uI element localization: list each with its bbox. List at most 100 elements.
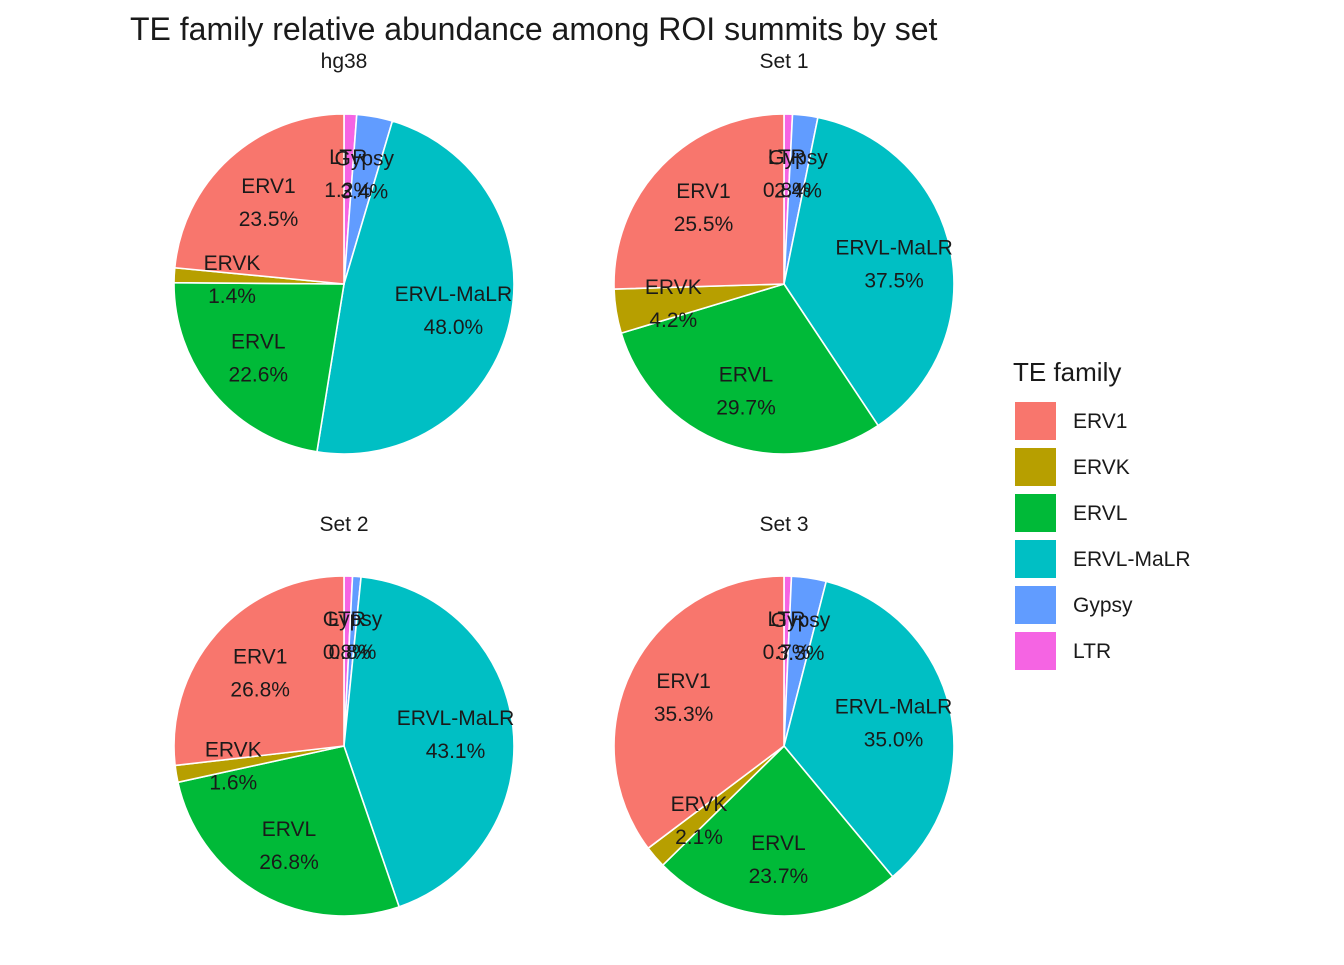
legend-swatch (1015, 540, 1056, 578)
legend-item-gypsy: Gypsy (1015, 586, 1133, 624)
slice-label-name: ERV1 (656, 670, 710, 693)
slice-label-ervl: ERVL 29.7% (716, 364, 776, 420)
chart-title: TE family relative abundance among ROI s… (130, 11, 938, 47)
legend-label: ERV1 (1073, 410, 1127, 433)
slice-label-name: ERVL (751, 832, 805, 855)
pie-slice-ervl (176, 745, 401, 917)
pie-panel-hg38: hg38 LTR 1.2% Gypsy 3.4% ERVL-MaLR 48.0% ERVL 22… (173, 50, 515, 455)
slice-label-name: Gypsy (323, 608, 383, 631)
slice-label-percent: 0.8% (329, 641, 377, 664)
pie-slice-ervl (173, 281, 345, 453)
pie-slice-ervl (661, 744, 894, 917)
slice-label-percent: 2.4% (774, 180, 822, 203)
slice-label-name: ERVL (262, 818, 316, 841)
legend-item-ervk: ERVK (1015, 448, 1130, 486)
slice-label-ltr: LTR 0.8% (763, 146, 811, 202)
panel-title: hg38 (321, 50, 368, 73)
slice-label-percent: 43.1% (426, 740, 486, 763)
slice-label-percent: 1.4% (208, 285, 256, 308)
slice-label-percent: 0.7% (763, 641, 811, 664)
pie-slice-erv1 (173, 113, 345, 285)
slice-label-percent: 37.5% (864, 270, 924, 293)
slice-label-percent: 26.8% (230, 678, 290, 701)
slice-label-name: ERVK (205, 738, 262, 761)
pie-panel-set-2: Set 2 LTR 0.8% Gypsy 0.8% ERVL-MaLR 43.1% ERVL 2… (173, 513, 515, 917)
pie-slice-ervl-malr (783, 580, 955, 878)
slice-label-ltr: LTR 1.2% (324, 146, 372, 202)
slice-label-percent: 35.3% (654, 703, 714, 726)
slice-label-percent: 0.8% (323, 641, 371, 664)
slice-label-percent: 3.3% (777, 642, 825, 665)
slice-label-ervl: ERVL 22.6% (229, 330, 289, 386)
slice-label-erv1: ERV1 23.5% (239, 175, 299, 231)
pie-slice-ervl-malr (783, 116, 955, 427)
slice-label-percent: 26.8% (259, 851, 319, 874)
legend-label: ERVL-MaLR (1073, 548, 1191, 571)
slice-label-ervl-malr: ERVL-MaLR 43.1% (397, 707, 515, 763)
slice-label-ervl-malr: ERVL-MaLR 37.5% (835, 237, 953, 293)
legend: TE family ERV1 ERVK ERVL ERVL-MaLR Gypsy LTR (1013, 357, 1191, 670)
slice-label-percent: 25.5% (674, 213, 734, 236)
slice-label-percent: 29.7% (716, 397, 776, 420)
slice-label-gypsy: Gypsy 3.4% (335, 148, 395, 204)
pie-slice-erv1 (173, 575, 345, 767)
panel-title: Set 3 (759, 513, 808, 536)
slice-label-percent: 1.6% (209, 771, 257, 794)
slice-label-name: ERVL-MaLR (397, 707, 515, 730)
pie-panel-set-1: Set 1 LTR 0.8% Gypsy 2.4% ERVL-MaLR 37.5% ERVL 2… (613, 50, 955, 455)
slice-label-erv1: ERV1 35.3% (654, 670, 714, 726)
pie-panels: hg38 LTR 1.2% Gypsy 3.4% ERVL-MaLR 48.0% ERVL 22… (173, 50, 955, 917)
slice-label-ervl-malr: ERVL-MaLR 35.0% (835, 695, 953, 751)
legend-swatch (1015, 632, 1056, 670)
slice-label-erv1: ERV1 26.8% (230, 645, 290, 701)
legend-item-ervl-malr: ERVL-MaLR (1015, 540, 1191, 578)
slice-label-name: ERVK (645, 276, 702, 299)
slice-label-ervk: ERVK 2.1% (671, 793, 728, 849)
slice-label-gypsy: Gypsy 2.4% (768, 147, 828, 203)
slice-label-name: Gypsy (335, 148, 395, 171)
slice-label-percent: 35.0% (864, 728, 924, 751)
slice-label-percent: 3.4% (340, 181, 388, 204)
slice-label-name: LTR (328, 608, 366, 631)
slice-label-ervl: ERVL 26.8% (259, 818, 319, 874)
slice-label-name: ERVL-MaLR (835, 237, 953, 260)
pie-panel-set-3: Set 3 LTR 0.7% Gypsy 3.3% ERVL-MaLR 35.0% ERVL 2… (613, 513, 955, 917)
legend-label: ERVK (1073, 456, 1130, 479)
slice-label-name: ERVL (231, 330, 285, 353)
slice-label-gypsy: Gypsy 3.3% (771, 609, 831, 665)
slice-label-name: ERV1 (233, 645, 287, 668)
slice-label-name: ERV1 (241, 175, 295, 198)
slice-label-ervk: ERVK 4.2% (645, 276, 702, 332)
legend-title: TE family (1013, 357, 1121, 387)
slice-label-percent: 48.0% (424, 316, 484, 339)
slice-label-name: Gypsy (771, 609, 831, 632)
slice-label-erv1: ERV1 25.5% (674, 180, 734, 236)
slice-label-percent: 23.7% (749, 865, 809, 888)
slice-label-name: ERVK (204, 252, 261, 275)
panel-title: Set 1 (759, 50, 808, 73)
slice-label-name: ERVL (719, 364, 773, 387)
slice-label-ltr: LTR 0.8% (323, 608, 371, 664)
legend-label: LTR (1073, 640, 1111, 663)
legend-item-ltr: LTR (1015, 632, 1111, 670)
slice-label-name: LTR (768, 146, 806, 169)
slice-label-name: Gypsy (768, 147, 828, 170)
slice-label-name: ERVL-MaLR (395, 283, 513, 306)
slice-label-gypsy: Gypsy 0.8% (323, 608, 383, 664)
slice-label-ervk: ERVK 1.6% (205, 738, 262, 794)
panel-title: Set 2 (319, 513, 368, 536)
slice-label-name: ERVL-MaLR (835, 695, 953, 718)
slice-label-percent: 1.2% (324, 179, 372, 202)
slice-label-name: ERV1 (676, 180, 730, 203)
legend-item-erv1: ERV1 (1015, 402, 1127, 440)
legend-label: Gypsy (1073, 594, 1133, 617)
pie-slice-erv1 (613, 113, 785, 290)
slice-label-ervl-malr: ERVL-MaLR 48.0% (395, 283, 513, 339)
pie-slice-ervl-malr (315, 120, 515, 455)
legend-swatch (1015, 402, 1056, 440)
pie-slice-ervl-malr (343, 575, 515, 908)
slice-label-percent: 0.8% (763, 179, 811, 202)
slice-label-ervl: ERVL 23.7% (749, 832, 809, 888)
